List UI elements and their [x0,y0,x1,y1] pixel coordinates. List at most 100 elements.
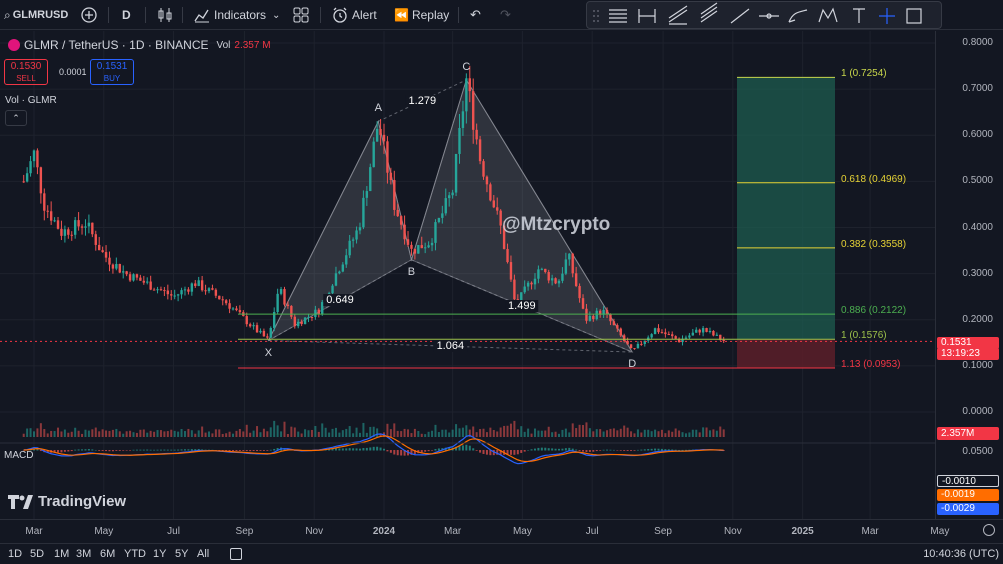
indicators-button[interactable]: Indicators [193,0,266,30]
volume-bar [238,428,241,437]
pattern-point-b[interactable]: B [407,265,416,278]
candle-body [283,289,286,305]
candle-body [671,334,674,337]
macd-histogram-bar [245,450,248,452]
undo-button[interactable]: ↶ [470,0,481,30]
candle-body [581,298,585,309]
candle-body [56,220,60,229]
settings-icon[interactable] [983,524,995,536]
candle-body [698,329,701,333]
volume-bar [26,428,29,437]
volume-bar [585,422,588,437]
volume-bar [715,430,718,437]
macd-histogram-bar [190,449,193,451]
candle-body [650,334,653,338]
macd-histogram-bar [630,450,633,451]
volume-bar [362,422,365,437]
candle-body [176,294,180,296]
chart-type-button[interactable] [156,0,174,30]
volume-bar [36,428,39,437]
volume-bar [372,426,375,437]
replay-button[interactable]: ⏪ Replay [394,0,449,30]
pattern-point-c[interactable]: C [462,60,471,73]
candle-body [77,220,80,227]
candle-body [574,273,578,287]
candle-body [218,295,221,300]
candle-body [605,309,609,315]
volume-bar [118,431,121,437]
chart-canvas[interactable] [0,31,935,519]
volume-bar [660,429,663,437]
volume-bar [338,432,341,437]
volume-bar [630,431,633,437]
candle-body [595,310,598,320]
price-tick: 0.1000 [962,359,993,371]
candle-body [485,176,489,185]
candle-body [437,217,441,223]
layouts-button[interactable] [292,0,310,30]
range-button-all[interactable]: All [197,548,210,560]
candle-body [279,289,283,294]
price-axis[interactable]: 0.8000 0.7000 0.6000 0.5000 0.4000 0.3000 0.20… [935,31,1003,519]
volume-bar [684,433,687,437]
vol-label: Vol [216,39,231,51]
symbol-search[interactable]: ⌕ GLMRUSD [4,0,68,30]
range-button-5d[interactable]: 5D [30,548,45,560]
templates-button[interactable]: ⌄ [272,0,280,30]
candle-body [561,273,564,281]
pattern-point-d[interactable]: D [628,358,637,371]
candle-body [640,343,643,345]
macd-histogram-bar [400,450,403,456]
candle-body [303,317,307,325]
pattern-point-x[interactable]: X [264,346,273,359]
macd-histogram-bar [33,448,35,451]
macd-histogram-bar [334,448,337,451]
macd-histogram-bar [156,449,159,451]
volume-bar [482,428,485,437]
range-button-6m[interactable]: 6M [100,548,116,560]
volume-bar [163,431,166,437]
interval-button[interactable]: D [122,0,131,30]
range-button-1d[interactable]: 1D [8,548,23,560]
clock[interactable]: 10:40:36 (UTC) [923,548,999,560]
volume-bar [530,433,533,437]
range-button-3m[interactable]: 3M [76,548,92,560]
volume-bar [348,426,351,437]
volume-bar [252,430,255,437]
candle-body [142,280,146,283]
volume-bar [74,427,77,437]
macd-histogram-bar [465,444,468,451]
sell-button[interactable]: 0.1530 SELL [4,59,48,85]
candle-body [612,321,616,326]
volume-bar [640,432,643,437]
volume-bar [427,431,430,437]
candle-body [97,244,101,251]
range-button-1y[interactable]: 1Y [153,548,167,560]
redo-button[interactable]: ↷ [500,0,511,30]
date-range-icon[interactable] [230,548,242,560]
buy-button[interactable]: 0.1531 BUY [90,59,134,85]
vol-value: 2.357 M [234,39,271,51]
volume-bar [671,431,674,437]
macd-histogram-bar [159,449,162,451]
range-button-ytd[interactable]: YTD [124,548,146,560]
time-tick: Sep [654,526,672,537]
range-button-1m[interactable]: 1M [54,548,70,560]
buy-label: BUY [103,74,121,83]
volume-bar [657,431,660,437]
candle-body [345,255,348,265]
volume-bar [187,428,190,437]
candle-body [399,216,403,225]
candle-body [454,153,458,193]
macd-histogram-bar [53,450,56,453]
macd-tick: 0.0500 [962,446,993,457]
collapse-legend-button[interactable]: ⌃ [5,110,27,126]
volume-bar [276,425,279,437]
alert-button[interactable]: Alert [331,0,377,30]
pattern-point-a[interactable]: A [374,102,382,115]
time-axis[interactable]: Mar May Jul Sep Nov 2024 Mar May Jul Sep Nov 2025 Ma… [0,519,1003,541]
compare-button[interactable] [80,0,98,30]
volume-bar [472,426,475,437]
range-button-5y[interactable]: 5Y [175,548,189,560]
volume-bar [722,429,725,437]
